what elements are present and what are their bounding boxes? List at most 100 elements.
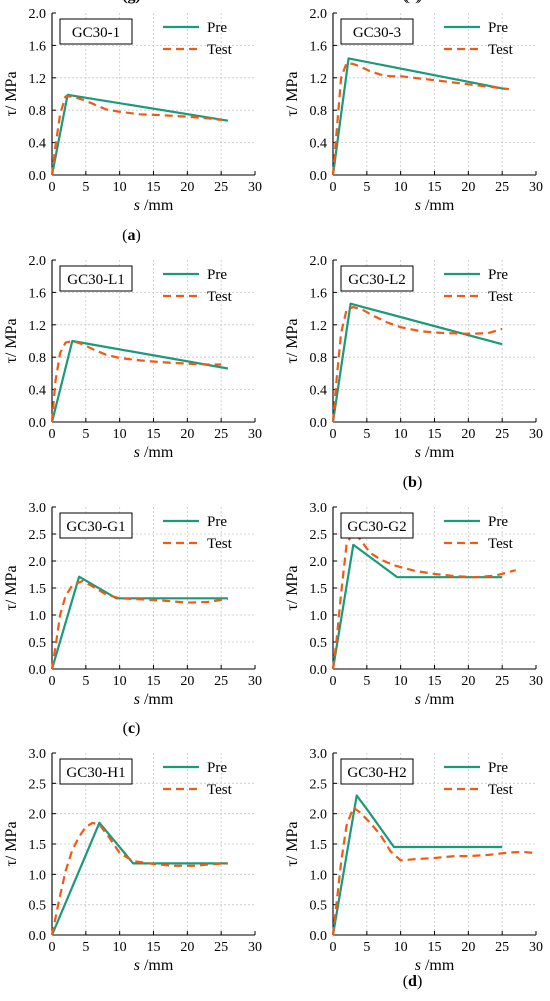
x-axis-unit: /mm [421, 957, 455, 974]
caption-letter: a [128, 227, 136, 244]
caption-open: ( [403, 973, 408, 990]
legend-test-label: Test [207, 536, 233, 552]
x-axis-symbol: s [415, 197, 421, 214]
y-tick-label: 1.2 [310, 319, 328, 334]
y-tick-label: 1.6 [310, 286, 328, 301]
y-tick-label: 3.0 [29, 747, 47, 762]
x-axis-unit: /mm [421, 691, 455, 708]
x-tick-label: 15 [428, 180, 442, 195]
x-tick-label: 15 [147, 180, 161, 195]
chart-panel: 0 5 10 15 20 25 30 0.0 0.5 1.0 1.5 2.0 2.5 3.0 s /mm τ/… [284, 0, 543, 708]
specimen-label-box [340, 18, 414, 45]
caption-open: ( [405, 0, 410, 4]
x-axis-title: s /mm [134, 957, 174, 974]
series-test-line [331, 530, 516, 670]
y-tick-label: 1.2 [29, 72, 47, 87]
series-pre-line [50, 575, 228, 670]
x-tick-label: 25 [495, 180, 509, 195]
y-tick-label: 2.5 [310, 528, 328, 543]
x-tick-label: 5 [363, 940, 370, 955]
y-tick-label: 1.2 [310, 72, 328, 87]
x-tick-label: 0 [49, 940, 56, 955]
x-axis-unit: /mm [421, 444, 455, 461]
y-tick-label: 1.6 [29, 39, 47, 54]
panel-caption: (h) [403, 0, 423, 4]
specimen-label: GC30-H2 [347, 765, 406, 781]
x-tick-label: 30 [248, 427, 262, 442]
y-tick-label: 0.5 [310, 636, 328, 651]
caption-letter: d [408, 973, 417, 990]
x-tick-label: 20 [180, 180, 194, 195]
y-tick-label: 0.0 [310, 663, 328, 678]
y-tick-label: 0.8 [310, 351, 328, 366]
x-axis-title: s /mm [134, 197, 174, 214]
legend-test-label: Test [488, 782, 514, 798]
panel-caption: (d) [403, 973, 423, 990]
x-axis-symbol: s [134, 197, 140, 214]
specimen-label-box [340, 265, 414, 292]
x-tick-label: 15 [147, 940, 161, 955]
specimen-label-box [340, 512, 414, 539]
x-tick-label: 15 [428, 674, 442, 689]
y-tick-label: 1.0 [310, 609, 328, 624]
series-test-line [50, 339, 222, 423]
x-tick-label: 30 [529, 180, 543, 195]
y-tick-label: 3.0 [310, 501, 328, 516]
y-tick-label: 2.0 [29, 254, 47, 269]
x-axis-title: s /mm [134, 444, 174, 461]
x-tick-label: 5 [82, 940, 89, 955]
y-tick-label: 0.5 [29, 899, 47, 914]
series-test-line [331, 806, 537, 936]
chart-panel: 0 5 10 15 20 25 30 0.0 0.5 1.0 1.5 2.0 2.5 3.0 s /mm τ/… [3, 0, 262, 974]
x-tick-label: 30 [248, 674, 262, 689]
y-tick-label: 0.0 [310, 169, 328, 184]
y-tick-label: 0.5 [29, 636, 47, 651]
x-tick-label: 10 [113, 940, 127, 955]
specimen-label-box [59, 512, 133, 539]
y-tick-label: 2.0 [29, 7, 47, 22]
specimen-label: GC30-L1 [67, 272, 125, 288]
x-tick-label: 0 [330, 180, 337, 195]
y-axis-title: τ/ MPa [284, 821, 301, 866]
y-tick-label: 1.6 [29, 286, 47, 301]
caption-letter: g [128, 0, 136, 4]
x-axis-symbol: s [134, 957, 140, 974]
x-tick-label: 10 [394, 940, 408, 955]
x-tick-label: 5 [363, 180, 370, 195]
caption-open: ( [122, 0, 127, 4]
y-tick-label: 1.2 [29, 319, 47, 334]
y-tick-label: 0.4 [310, 137, 328, 152]
y-tick-label: 0.8 [310, 104, 328, 119]
x-tick-label: 5 [363, 674, 370, 689]
x-tick-label: 5 [82, 180, 89, 195]
y-tick-label: 2.0 [310, 555, 328, 570]
series-pre-line [331, 543, 503, 670]
x-tick-label: 25 [214, 427, 228, 442]
x-tick-label: 25 [495, 427, 509, 442]
x-axis-title: s /mm [134, 691, 174, 708]
specimen-label: GC30-3 [353, 25, 401, 41]
x-tick-label: 30 [529, 427, 543, 442]
series-test-line [331, 62, 510, 176]
caption-close: ) [136, 227, 141, 244]
panel-caption: (f) [405, 0, 421, 4]
series-test-line [331, 305, 503, 423]
y-tick-label: 2.5 [310, 777, 328, 792]
x-axis-unit: /mm [140, 957, 174, 974]
x-tick-label: 0 [330, 674, 337, 689]
legend-pre-label: Pre [488, 267, 508, 283]
legend-pre-label: Pre [488, 760, 508, 776]
series-pre-line [331, 57, 506, 176]
x-tick-label: 0 [330, 940, 337, 955]
y-axis-title: τ/ MPa [284, 565, 301, 610]
legend-test-label: Test [488, 536, 514, 552]
caption-letter: e [128, 0, 135, 4]
x-tick-label: 10 [394, 427, 408, 442]
y-axis-title: τ/ MPa [3, 318, 20, 363]
y-tick-label: 0.0 [29, 929, 47, 944]
y-tick-label: 1.0 [29, 609, 47, 624]
y-tick-label: 0.0 [29, 663, 47, 678]
legend-test-label: Test [207, 782, 233, 798]
y-tick-label: 0.0 [29, 416, 47, 431]
